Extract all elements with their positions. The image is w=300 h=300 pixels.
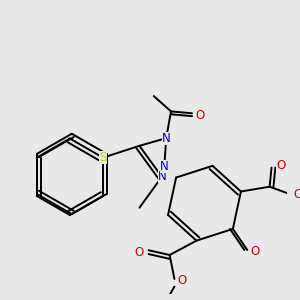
Text: O: O: [134, 246, 144, 259]
Text: S: S: [99, 151, 107, 164]
Text: O: O: [195, 109, 204, 122]
Text: O: O: [277, 159, 286, 172]
Text: O: O: [177, 274, 187, 287]
Text: N: N: [162, 132, 171, 145]
Text: N: N: [158, 170, 166, 183]
Text: O: O: [294, 188, 300, 201]
Text: O: O: [250, 245, 260, 258]
Text: N: N: [160, 160, 169, 173]
